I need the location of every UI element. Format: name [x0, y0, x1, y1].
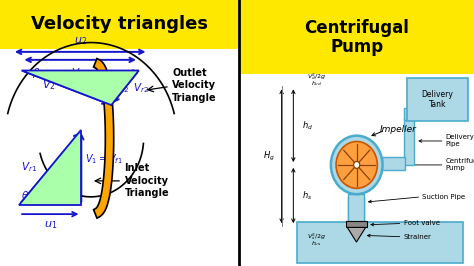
Text: Centrifugal
Pump: Centrifugal Pump [304, 19, 409, 56]
Text: $u_1$: $u_1$ [44, 219, 57, 231]
FancyBboxPatch shape [239, 74, 474, 266]
Text: Delivery
Tank: Delivery Tank [422, 90, 454, 109]
Text: Strainer: Strainer [403, 234, 431, 240]
Text: $V_{r2}$: $V_{r2}$ [134, 81, 149, 95]
Text: Velocity triangles: Velocity triangles [31, 15, 208, 33]
Polygon shape [93, 59, 114, 218]
Text: $V_1=V_{f1}$: $V_1=V_{f1}$ [85, 153, 123, 167]
Text: Foot valve: Foot valve [403, 221, 439, 226]
Text: Delivery
Pipe: Delivery Pipe [446, 135, 474, 147]
FancyBboxPatch shape [348, 197, 365, 226]
FancyBboxPatch shape [407, 78, 468, 121]
Text: $h_d$: $h_d$ [301, 119, 313, 132]
Text: $V_{f2}$: $V_{f2}$ [114, 81, 130, 95]
Circle shape [336, 142, 377, 188]
Text: $u_2$: $u_2$ [73, 35, 87, 47]
Text: $h_{vs}$: $h_{vs}$ [311, 239, 322, 248]
Text: Suction Pipe: Suction Pipe [422, 194, 465, 200]
Polygon shape [347, 227, 365, 242]
Text: $V_d^2/2g$: $V_d^2/2g$ [307, 71, 327, 82]
Text: $\beta$: $\beta$ [32, 66, 41, 80]
FancyBboxPatch shape [297, 222, 464, 263]
Text: $h_{vd}$: $h_{vd}$ [311, 79, 322, 88]
Polygon shape [21, 70, 139, 105]
Text: $V_{r1}$: $V_{r1}$ [21, 161, 37, 174]
FancyBboxPatch shape [0, 49, 239, 266]
FancyBboxPatch shape [403, 118, 414, 165]
FancyBboxPatch shape [403, 108, 410, 120]
Text: $\Phi$: $\Phi$ [128, 67, 137, 79]
Text: $\theta$: $\theta$ [21, 189, 29, 201]
Text: $h_s$: $h_s$ [301, 189, 312, 202]
Circle shape [354, 161, 360, 168]
Circle shape [331, 136, 383, 194]
Text: $V_{w2}$: $V_{w2}$ [71, 66, 90, 80]
Polygon shape [19, 130, 82, 205]
FancyBboxPatch shape [346, 221, 367, 227]
Text: Centrifugal
Pump: Centrifugal Pump [446, 159, 474, 171]
Text: Inlet
Velocity
Triangle: Inlet Velocity Triangle [125, 164, 169, 198]
FancyBboxPatch shape [348, 194, 365, 226]
Text: Impeller: Impeller [380, 124, 417, 134]
Text: $V_s^2/2g$: $V_s^2/2g$ [307, 231, 327, 242]
FancyBboxPatch shape [239, 0, 474, 74]
FancyBboxPatch shape [383, 157, 405, 170]
Text: $V_2$: $V_2$ [42, 78, 55, 92]
Text: $\alpha$: $\alpha$ [32, 194, 41, 204]
Text: $H_g$: $H_g$ [263, 150, 274, 163]
FancyBboxPatch shape [0, 0, 239, 49]
Text: Outlet
Velocity
Triangle: Outlet Velocity Triangle [173, 68, 217, 102]
